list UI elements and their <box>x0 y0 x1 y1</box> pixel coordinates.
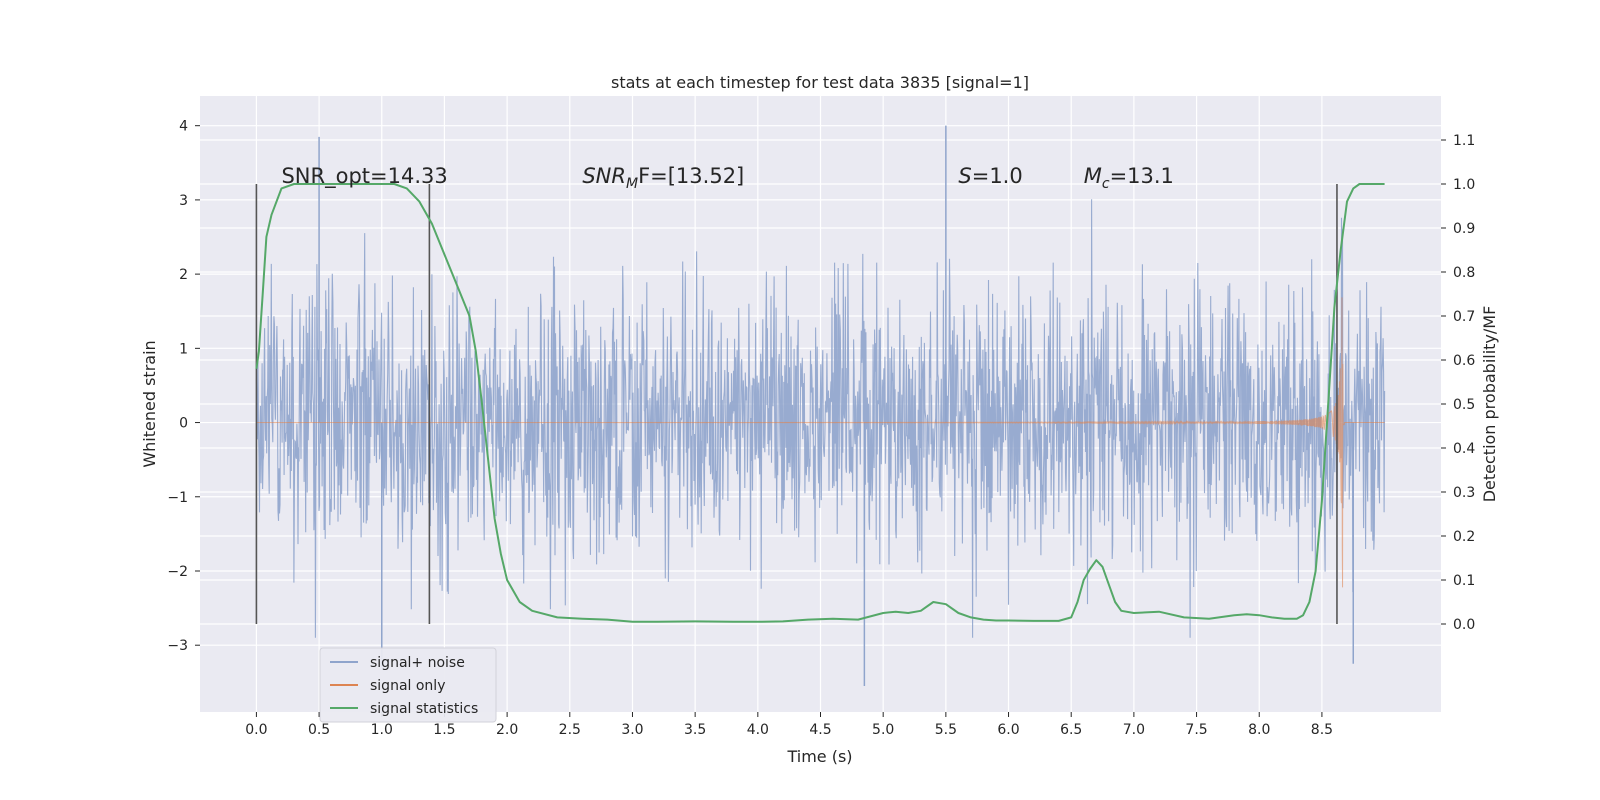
x-axis-ticks: 0.0 0.5 1.0 1.5 2.0 2.5 3.0 3.5 4.0 4.5 5.0 5.5 6.0 6… <box>245 712 1333 738</box>
legend-label-noise: signal+ noise <box>370 655 465 671</box>
signal-statistics-line <box>255 183 1385 623</box>
y2-axis-label: Detection probability/MF <box>1480 306 1499 503</box>
y-axis-ticks: −3 −2 −1 0 1 2 3 4 <box>167 119 200 654</box>
signal-noise-series <box>255 125 1386 687</box>
x-tick-label-0: 0.0 <box>245 722 267 738</box>
y2-tick-label-3: 0.3 <box>1453 485 1475 501</box>
x-tick-label-10: 5.0 <box>872 722 894 738</box>
x-tick-label-8: 4.0 <box>747 722 769 738</box>
y-tick-label-6: 3 <box>179 193 188 209</box>
x-tick-label-7: 3.5 <box>684 722 706 738</box>
signal-only-series <box>256 297 1385 588</box>
y2-tick-label-0: 0.0 <box>1453 617 1475 633</box>
x-tick-label-11: 5.5 <box>935 722 957 738</box>
y-tick-label-5: 2 <box>179 267 188 283</box>
x-tick-label-3: 1.5 <box>433 722 455 738</box>
annotation-1: SNRMF=[13.52] <box>582 164 744 192</box>
x-tick-label-6: 3.0 <box>621 722 643 738</box>
y-tick-label-3: 0 <box>179 416 188 432</box>
x-tick-label-4: 2.0 <box>496 722 518 738</box>
y2-tick-label-11: 1.1 <box>1453 133 1475 149</box>
x-tick-label-14: 7.0 <box>1123 722 1145 738</box>
y2-tick-label-10: 1.0 <box>1453 177 1475 193</box>
y2-tick-label-9: 0.9 <box>1453 221 1475 237</box>
y2-tick-label-4: 0.4 <box>1453 441 1475 457</box>
vertical-markers <box>255 184 1338 624</box>
y2-tick-label-5: 0.5 <box>1453 397 1475 413</box>
x-tick-label-16: 8.0 <box>1248 722 1270 738</box>
chart-title: stats at each timestep for test data 383… <box>611 73 1029 92</box>
signal-statistics-series <box>255 183 1385 623</box>
legend-label-signal: signal only <box>370 678 445 694</box>
y-tick-label-1: −2 <box>167 564 188 580</box>
x-tick-label-9: 4.5 <box>809 722 831 738</box>
y2-tick-label-6: 0.6 <box>1453 353 1475 369</box>
signal-noise-trace <box>255 199 1386 638</box>
y2-tick-label-2: 0.2 <box>1453 529 1475 545</box>
legend-label-stats: signal statistics <box>370 701 478 717</box>
x-tick-label-12: 6.0 <box>997 722 1019 738</box>
y2-tick-label-8: 0.8 <box>1453 265 1475 281</box>
y-tick-label-4: 1 <box>179 341 188 357</box>
y2-axis-ticks: 0.0 0.1 0.2 0.3 0.4 0.5 0.6 0.7 0.8 0.9 1.0 1.1 <box>1441 133 1475 633</box>
x-axis-label: Time (s) <box>786 747 852 766</box>
x-tick-label-1: 0.5 <box>308 722 330 738</box>
x-tick-label-13: 6.5 <box>1060 722 1082 738</box>
y-tick-label-2: −1 <box>167 490 188 506</box>
legend-box <box>319 647 497 723</box>
x-tick-label-15: 7.5 <box>1185 722 1207 738</box>
x-tick-label-5: 2.5 <box>559 722 581 738</box>
x-tick-label-17: 8.5 <box>1311 722 1333 738</box>
x-tick-label-2: 1.0 <box>371 722 393 738</box>
annotations: SNR_opt=14.33 SNRMF=[13.52] S=1.0 Mc=13.1 <box>281 164 1173 192</box>
annotation-0: SNR_opt=14.33 <box>281 164 447 189</box>
annotation-3: Mc=13.1 <box>1084 164 1174 192</box>
legend: signal+ noise signal only signal statist… <box>319 647 497 723</box>
signal-only-trace <box>256 297 1385 588</box>
y-tick-label-7: 4 <box>179 119 188 135</box>
annotation-2: S=1.0 <box>958 164 1022 188</box>
y2-tick-label-7: 0.7 <box>1453 309 1475 325</box>
y-axis-label: Whitened strain <box>140 340 159 467</box>
y-tick-label-0: −3 <box>167 638 188 654</box>
y2-tick-label-1: 0.1 <box>1453 573 1475 589</box>
